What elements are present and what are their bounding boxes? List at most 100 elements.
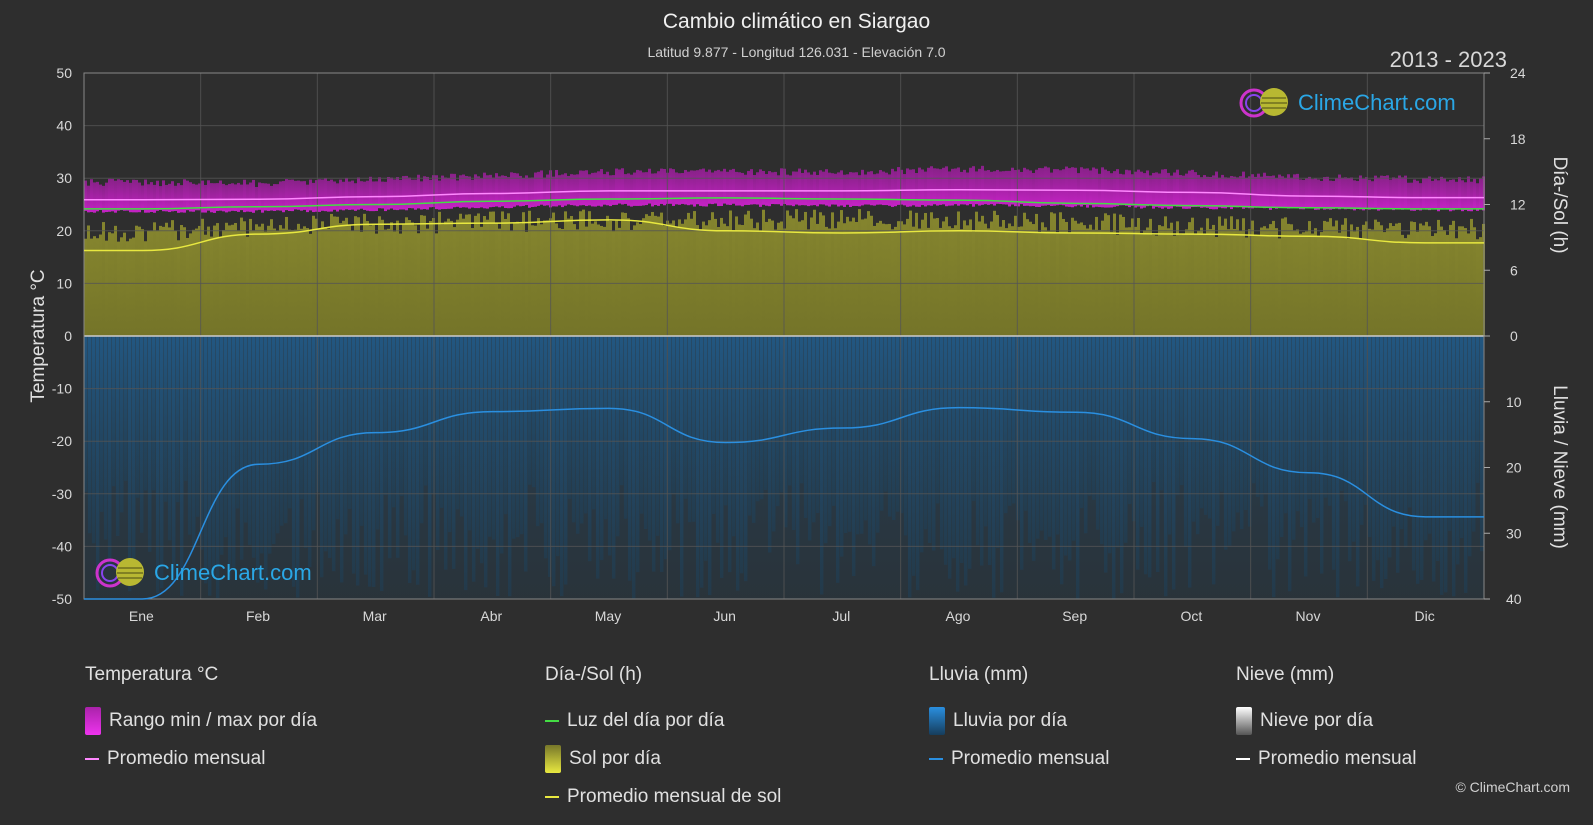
- rain-bar: [1252, 336, 1256, 484]
- sun-bar: [234, 223, 237, 336]
- temp-range-bar: [1344, 177, 1347, 210]
- rain-bar: [1432, 336, 1436, 582]
- rain-bar: [1436, 336, 1440, 561]
- rain-bar: [448, 336, 452, 533]
- logo-top[interactable]: ClimeChart.com: [1238, 86, 1456, 120]
- sun-bar: [777, 222, 780, 336]
- sun-bar: [657, 216, 660, 336]
- temp-range-bar: [720, 171, 723, 206]
- sun-bar: [117, 241, 120, 336]
- temp-range-bar: [642, 172, 645, 206]
- sun-bar: [456, 219, 459, 336]
- sun-bar: [849, 221, 852, 336]
- sun-bar: [516, 221, 519, 336]
- temp-range-bar: [168, 183, 171, 213]
- rain-bar: [604, 336, 608, 520]
- temp-range-bar: [1287, 174, 1290, 209]
- sun-bar: [1167, 228, 1170, 336]
- temp-range-bar: [132, 179, 135, 213]
- temp-range-bar: [486, 175, 489, 209]
- rain-bar: [620, 336, 624, 486]
- temp-range-bar: [1005, 170, 1008, 205]
- temp-range-bar: [774, 171, 777, 205]
- rain-bar: [228, 336, 232, 580]
- temp-range-bar: [627, 173, 630, 206]
- sun-bar: [1347, 238, 1350, 336]
- temp-range-bar: [177, 183, 180, 213]
- sun-bar: [873, 225, 876, 336]
- sun-bar: [324, 227, 327, 336]
- sun-bar: [924, 212, 927, 336]
- logo-bottom[interactable]: ClimeChart.com: [94, 556, 312, 590]
- rain-swatch: [929, 707, 945, 735]
- rain-bar: [584, 336, 588, 514]
- sun-bar: [279, 225, 282, 336]
- sun-bar: [879, 220, 882, 336]
- temp-range-bar: [1173, 172, 1176, 207]
- sun-bar: [1458, 226, 1461, 336]
- sun-bar: [912, 226, 915, 336]
- temp-range-bar: [189, 182, 192, 212]
- rain-bar: [1124, 336, 1128, 543]
- temp-range-bar: [1416, 180, 1419, 210]
- rain-bar: [1200, 336, 1204, 509]
- sun-bar: [756, 222, 759, 336]
- temp-range-bar: [261, 183, 264, 213]
- sun-bar: [948, 226, 951, 336]
- sun-bar: [1413, 222, 1416, 336]
- left-tick-label: -40: [52, 538, 72, 554]
- left-tick-label: 40: [56, 118, 72, 134]
- sun-bar: [1377, 221, 1380, 336]
- temp-range-bar: [1176, 169, 1179, 207]
- temp-range-bar: [978, 168, 981, 206]
- sun-bar: [1089, 224, 1092, 336]
- rain-bar: [160, 336, 164, 589]
- sun-bar: [1158, 225, 1161, 336]
- right-bottom-tick-label: 30: [1506, 525, 1522, 541]
- rain-bar: [908, 336, 912, 598]
- sun-bar: [213, 225, 216, 336]
- sun-bar: [507, 213, 510, 336]
- left-tick-label: -10: [52, 381, 72, 397]
- sun-bar: [969, 219, 972, 336]
- rain-bar: [1208, 336, 1212, 519]
- sun-bar: [1035, 213, 1038, 336]
- sun-bar: [792, 218, 795, 336]
- temp-range-bar: [792, 171, 795, 207]
- temp-range-bar: [96, 181, 99, 212]
- sun-bar: [1281, 218, 1284, 336]
- sun-bar: [768, 218, 771, 336]
- sun-bar: [771, 220, 774, 336]
- rain-bar: [728, 336, 732, 573]
- sun-bar: [1140, 233, 1143, 336]
- rain-bar: [692, 336, 696, 522]
- sun-bar: [336, 216, 339, 336]
- temp-range-bar: [198, 183, 201, 211]
- legend-temp-avg: Promedio mensual: [85, 740, 317, 778]
- temp-range-bar: [459, 175, 462, 208]
- temp-range-bar: [1074, 167, 1077, 207]
- sun-bar: [1368, 228, 1371, 336]
- sun-bar: [378, 216, 381, 336]
- temp-range-bar: [1335, 178, 1338, 209]
- temp-range-bar: [285, 179, 288, 211]
- rain-bar: [184, 336, 188, 481]
- sun-bar: [888, 223, 891, 336]
- rain-bar: [976, 336, 980, 546]
- temp-avg-swatch: [85, 758, 99, 760]
- sun-bar: [207, 226, 210, 336]
- rain-bar: [916, 336, 920, 591]
- temp-range-bar: [99, 184, 102, 211]
- rain-bar: [84, 336, 88, 492]
- sun-bar: [1137, 217, 1140, 336]
- rain-bar: [140, 336, 144, 533]
- daylight-line: [84, 197, 1484, 210]
- sun-bar: [231, 224, 234, 336]
- sun-bar: [711, 212, 714, 336]
- sun-bar: [762, 209, 765, 336]
- sun-bar: [1476, 239, 1479, 336]
- sun-bar: [1155, 235, 1158, 336]
- temp-range-bar: [654, 173, 657, 206]
- rain-bar: [876, 336, 880, 533]
- temp-range-bar: [1041, 168, 1044, 206]
